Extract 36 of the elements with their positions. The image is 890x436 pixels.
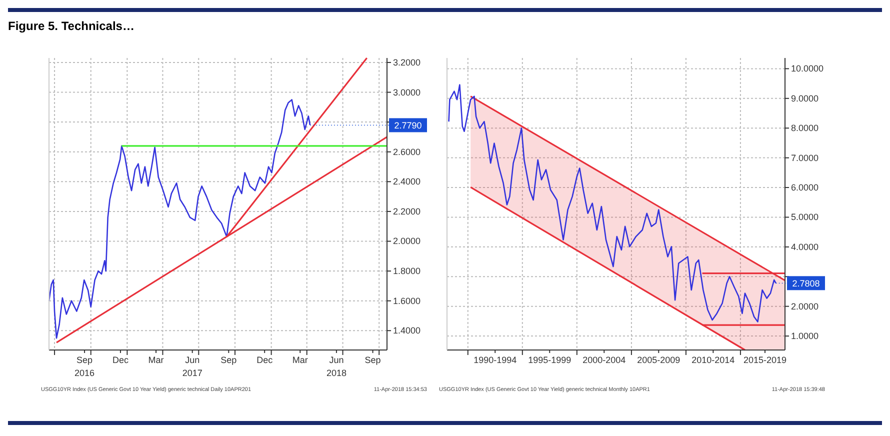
- annotation: 2.7808: [792, 278, 820, 289]
- y-tick-label: 2.4000: [393, 176, 421, 187]
- x-tick-label: Mar: [148, 355, 164, 365]
- y-tick-label: 9.0000: [791, 93, 819, 104]
- y-tick-label: 1.6000: [393, 296, 421, 306]
- y-tick-label: 2.6000: [393, 146, 421, 157]
- y-tick-label: 2.2000: [393, 206, 421, 216]
- y-tick-label: 7.0000: [791, 152, 819, 163]
- x-tick-label: 2010-2014: [692, 355, 735, 365]
- y-tick-label: 1.8000: [393, 266, 421, 276]
- y-tick-label: 1.0000: [791, 331, 819, 342]
- y-tick-label: 10.0000: [791, 64, 824, 74]
- y-tick-label: 5.0000: [791, 212, 819, 222]
- x-tick-label: Mar: [292, 355, 308, 365]
- x-tick-label: 1990-1994: [474, 355, 517, 365]
- y-tick-label: 2.0000: [791, 301, 819, 312]
- x-tick-label: Dec: [256, 355, 274, 365]
- x-tick-label: Dec: [112, 355, 129, 365]
- x-tick-label: 2015-2019: [743, 355, 786, 365]
- chart-title: Figure 5. Technicals…: [8, 19, 134, 33]
- x-tick-label: 2005-2009: [637, 355, 680, 365]
- x-tick-label: 2000-2004: [582, 355, 626, 365]
- x-tick-label: Sep 2016: [74, 355, 95, 378]
- y-tick-label: 1.4000: [393, 326, 421, 336]
- y-tick-label: 6.0000: [791, 182, 819, 193]
- annotation: 2.7790: [394, 120, 422, 131]
- x-tick-label: Jun 2018: [326, 355, 346, 378]
- y-tick-label: 2.0000: [393, 236, 421, 246]
- y-tick-label: 8.0000: [791, 123, 819, 134]
- x-tick-label: 1995-1999: [528, 355, 572, 365]
- y-tick-label: 4.0000: [791, 242, 819, 252]
- x-tick-label: Jun 2017: [182, 355, 202, 378]
- x-tick-label: Sep: [364, 355, 381, 365]
- y-tick-label: 3.0000: [393, 87, 421, 98]
- y-tick-label: 3.2000: [393, 57, 421, 68]
- x-tick-label: Sep: [220, 355, 237, 365]
